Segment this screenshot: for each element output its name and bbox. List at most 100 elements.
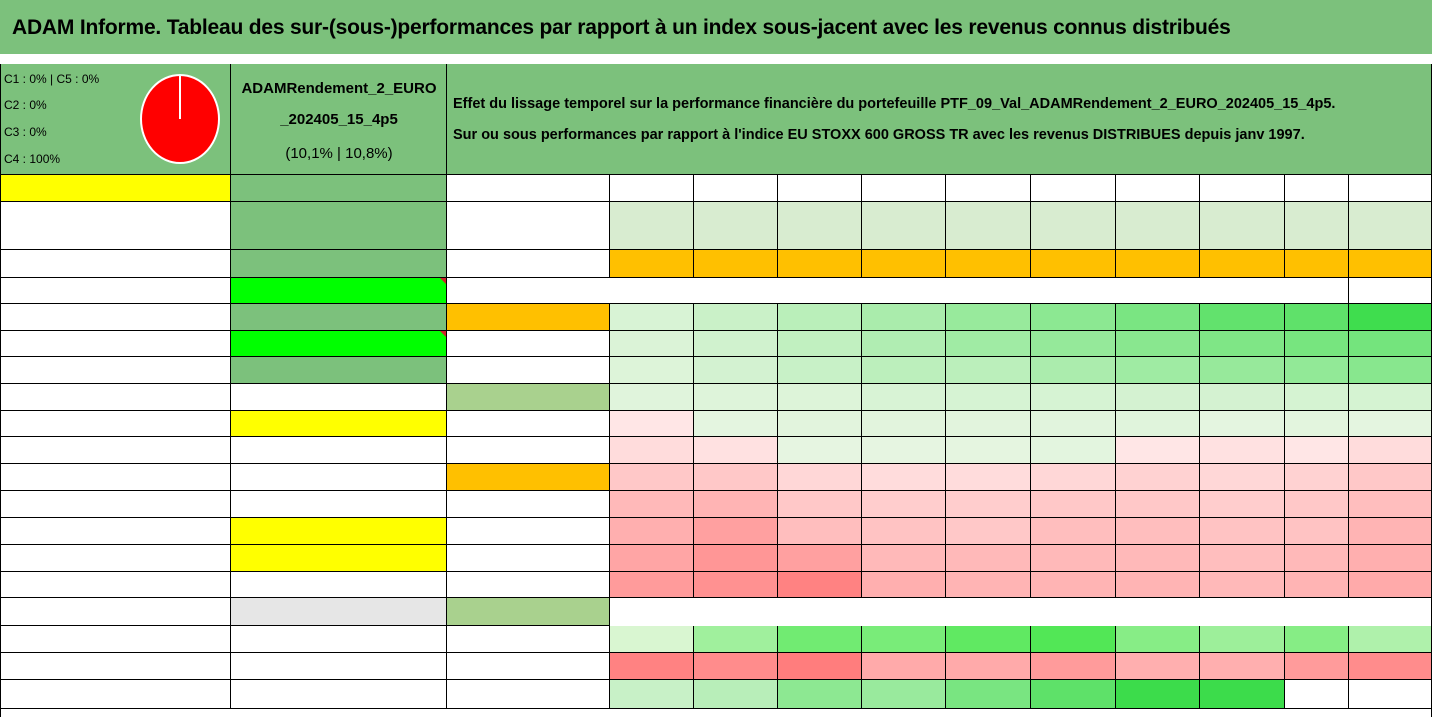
- quantile-cell: [778, 572, 862, 598]
- comment-marker[interactable]: [440, 278, 446, 284]
- pos-cell: [1116, 626, 1200, 653]
- vol-cell: [1116, 250, 1200, 278]
- pos-cell: [862, 626, 946, 653]
- quantile-cell: [610, 518, 694, 545]
- quantile-cell: [946, 331, 1031, 357]
- holding-row: [0, 304, 231, 331]
- quantile-cell: [862, 411, 946, 437]
- max-cell: [1200, 680, 1285, 709]
- pos-cell: [1200, 626, 1285, 653]
- rend-cell: [610, 202, 694, 250]
- quantile-cell: [1116, 331, 1200, 357]
- quantile-cell: [1200, 518, 1285, 545]
- fund-returns: (10,1% | 10,8%): [285, 145, 393, 162]
- quantile-cell: [1031, 411, 1116, 437]
- allocation-pie-chart: [140, 74, 220, 164]
- rend-lt-label: [231, 437, 447, 464]
- quantile-cell: [1285, 411, 1349, 437]
- title-bar: ADAM Informe. Tableau des sur-(sous-)per…: [0, 0, 1432, 58]
- quantile-cell: [946, 357, 1031, 384]
- max-cell: [610, 680, 694, 709]
- rend-cell: [1031, 202, 1116, 250]
- class-line-3: C3 : 0%: [4, 125, 47, 139]
- compar-label: [231, 304, 447, 331]
- min-cell: [946, 653, 1031, 680]
- year-header: [1031, 175, 1116, 202]
- duration-label: [447, 175, 610, 202]
- moy-label: [231, 411, 447, 437]
- pos-cell: [946, 626, 1031, 653]
- quantile-cell: [1349, 491, 1432, 518]
- quantile-cell: [1349, 518, 1432, 545]
- quantile-label: [447, 491, 610, 518]
- quantile-cell: [1031, 357, 1116, 384]
- quantile-cell: [694, 464, 778, 491]
- year-header: [862, 175, 946, 202]
- quantile-cell: [778, 331, 862, 357]
- quantile-cell: [610, 437, 694, 464]
- quantile-cell: [1116, 304, 1200, 331]
- year-header: [610, 175, 694, 202]
- holding-row: [0, 437, 231, 464]
- empty-cell: [0, 626, 231, 653]
- quantile-cell: [610, 384, 694, 411]
- quantile-label: [447, 331, 610, 357]
- quantile-cell: [1285, 464, 1349, 491]
- quantile-cell: [1031, 384, 1116, 411]
- quantile-cell: [1031, 304, 1116, 331]
- quantile-cell: [1031, 437, 1116, 464]
- zscore-label: [231, 653, 447, 680]
- quantile-cell: [862, 331, 946, 357]
- vol-lt-label: [231, 464, 447, 491]
- quantile-cell: [1116, 464, 1200, 491]
- dividend-label: [231, 250, 447, 278]
- comment-marker[interactable]: [440, 331, 446, 337]
- holding-row: [0, 278, 231, 304]
- compar-full-label: [231, 572, 447, 598]
- quantile-cell: [694, 411, 778, 437]
- momentum-label: [231, 626, 447, 653]
- quantile-cell: [946, 545, 1031, 572]
- holding-row: [0, 331, 231, 357]
- quantile-cell: [1116, 518, 1200, 545]
- quantile-cell: [610, 545, 694, 572]
- quantile-cell: [1116, 411, 1200, 437]
- quantile-cell: [1349, 304, 1432, 331]
- quantile-cell: [862, 518, 946, 545]
- min-cell: [1031, 653, 1116, 680]
- rend-cell: [946, 202, 1031, 250]
- vol-cell: [778, 250, 862, 278]
- max-cell: [946, 680, 1031, 709]
- class-box: C1 : 0% | C5 : 0% C2 : 0% C3 : 0% C4 : 1…: [0, 64, 231, 175]
- quantile-cell: [1200, 304, 1285, 331]
- regularite-label: [231, 680, 447, 709]
- quantile-cell: [1200, 464, 1285, 491]
- quantile-cell: [610, 304, 694, 331]
- quantile-cell: [610, 357, 694, 384]
- quantile-label: [447, 411, 610, 437]
- quantile-cell: [1285, 491, 1349, 518]
- quantile-cell: [1200, 384, 1285, 411]
- quantile-cell: [1285, 545, 1349, 572]
- quantile-cell: [778, 545, 862, 572]
- quantile-cell: [610, 411, 694, 437]
- quantile-cell: [862, 545, 946, 572]
- sharpe-label: [231, 491, 447, 518]
- quantile-label: [447, 304, 610, 331]
- quantile-cell: [1200, 437, 1285, 464]
- pos-cell: [610, 626, 694, 653]
- quantile-cell: [946, 384, 1031, 411]
- compar-value: [231, 331, 447, 357]
- min-cell: [1285, 653, 1349, 680]
- class-line-4: C4 : 100%: [4, 152, 61, 166]
- max-cell: [1349, 680, 1432, 709]
- quantile-cell: [862, 437, 946, 464]
- min-cell: [610, 653, 694, 680]
- period-label: [231, 384, 447, 411]
- quantile-cell: [862, 304, 946, 331]
- class-line-1: C1 : 0% | C5 : 0%: [4, 72, 100, 86]
- empty-cell: [0, 653, 231, 680]
- div-label: [231, 545, 447, 572]
- rend-cell: [694, 202, 778, 250]
- quantile-label: [447, 437, 610, 464]
